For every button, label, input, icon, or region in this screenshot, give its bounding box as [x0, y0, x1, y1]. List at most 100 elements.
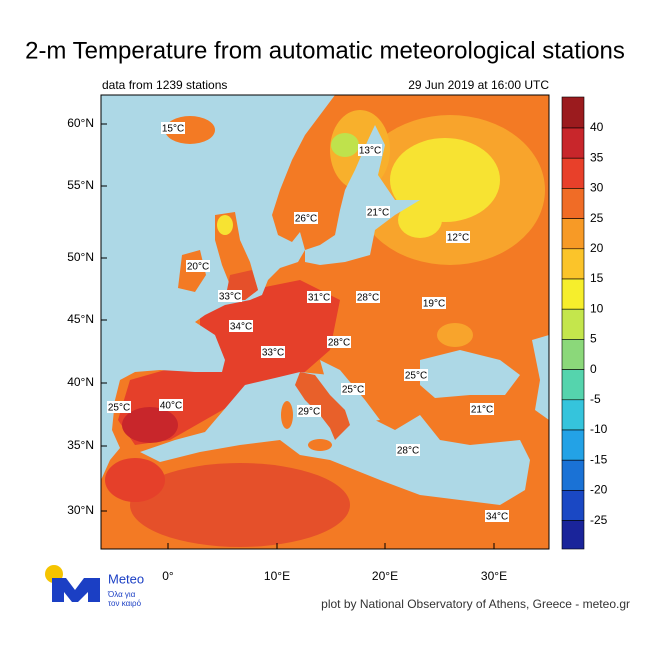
station-label-bg [485, 510, 509, 522]
colorbar-box [561, 369, 585, 401]
colorbar-label: 15 [590, 271, 604, 285]
station-label-bg [327, 336, 351, 348]
logo-name: Meteo [108, 571, 144, 586]
station-label: 13°C [359, 146, 381, 157]
station-label-bg [261, 346, 285, 358]
colorbar-label: 20 [590, 241, 604, 255]
station-label-bg [358, 144, 382, 156]
station-label-bg [422, 297, 446, 309]
station-label-bg [356, 291, 380, 303]
sea [420, 350, 520, 398]
colorbar-box [561, 248, 585, 280]
land [281, 401, 293, 429]
lon-label: 30°E [481, 569, 507, 583]
logo-tagline: τον καιρό [108, 599, 142, 608]
land [308, 439, 332, 451]
lat-label: 60°N [67, 116, 94, 130]
colorbar-label: 5 [590, 332, 597, 346]
colorbar-box [561, 490, 585, 521]
colorbar-label: 35 [590, 150, 604, 164]
station-label: 33°C [219, 292, 241, 303]
station-label: 25°C [108, 403, 130, 414]
logo-mark [52, 578, 100, 602]
lon-label: 0° [162, 569, 174, 583]
heat-zone [437, 323, 473, 347]
title: 2-m Temperature from automatic meteorolo… [25, 37, 625, 64]
colorbar-label: 40 [590, 120, 604, 134]
colorbar-box [561, 399, 585, 431]
station-label: 28°C [357, 293, 379, 304]
station-label: 20°C [187, 262, 209, 273]
station-label-bg [186, 260, 210, 272]
heat-zone [105, 458, 165, 502]
colorbar-label: 25 [590, 211, 604, 225]
station-label-bg [107, 401, 131, 413]
subtitle-right: 29 Jun 2019 at 16:00 UTC [408, 78, 549, 92]
station-label: 25°C [342, 385, 364, 396]
station-label: 28°C [328, 338, 350, 349]
sea [101, 95, 335, 480]
subtitle-left: data from 1239 stations [102, 78, 227, 92]
lat-label: 35°N [67, 438, 94, 452]
sea [532, 335, 549, 420]
colorbar-box [561, 157, 585, 189]
land [217, 215, 233, 235]
station-label: 21°C [367, 208, 389, 219]
colorbar-label: -10 [590, 422, 608, 436]
station-label: 26°C [295, 214, 317, 225]
logo-tagline: Όλα για [107, 590, 136, 599]
colorbar-label: -25 [590, 513, 608, 527]
station-label: 21°C [471, 405, 493, 416]
colorbar-box [561, 278, 585, 310]
station-label-bg [396, 444, 420, 456]
colorbar-label: -20 [590, 483, 608, 497]
station-label-bg [341, 383, 365, 395]
lat-label: 40°N [67, 375, 94, 389]
sea [305, 125, 420, 265]
heat-zone [398, 202, 442, 238]
colorbar-box [561, 308, 585, 340]
map-frame [100, 94, 550, 550]
lat-label: 30°N [67, 503, 94, 517]
station-label: 19°C [423, 299, 445, 310]
logo: Meteo Όλα για τον καιρό [45, 565, 144, 608]
colorbar-box [561, 339, 585, 370]
station-label-bg [229, 320, 253, 332]
land [295, 372, 350, 440]
station-label-bg [470, 403, 494, 415]
station-label-bg [218, 290, 242, 302]
station-label: 12°C [447, 233, 469, 244]
station-label-bg [297, 405, 321, 417]
station-label: 40°C [160, 401, 182, 412]
station-label-bg [307, 291, 331, 303]
station-label: 31°C [308, 293, 330, 304]
colorbar-box [561, 520, 585, 550]
colorbar-label: 10 [590, 301, 604, 315]
station-label: 33°C [262, 348, 284, 359]
colorbar-label: 0 [590, 362, 597, 376]
heat-zone [122, 407, 178, 443]
colorbar-box [561, 218, 585, 250]
station-label: 34°C [230, 322, 252, 333]
station-label: 15°C [162, 124, 184, 135]
lat-label: 55°N [67, 178, 94, 192]
station-label-bg [161, 122, 185, 134]
station-label-bg [404, 369, 428, 381]
colorbar-box [561, 127, 585, 159]
lat-label: 45°N [67, 312, 94, 326]
heat-zone [130, 463, 350, 547]
station-label-bg [159, 399, 183, 411]
colorbar-box [561, 188, 585, 219]
station-label: 25°C [405, 371, 427, 382]
colorbar-box [561, 429, 585, 461]
colorbar-label: -5 [590, 392, 601, 406]
lon-label: 10°E [264, 569, 290, 583]
footer: plot by National Observatory of Athens, … [321, 597, 630, 611]
lon-label: 20°E [372, 569, 398, 583]
station-label-bg [446, 231, 470, 243]
station-label: 29°C [298, 407, 320, 418]
station-label: 34°C [486, 512, 508, 523]
station-label-bg [294, 212, 318, 224]
station-label-bg [366, 206, 390, 218]
